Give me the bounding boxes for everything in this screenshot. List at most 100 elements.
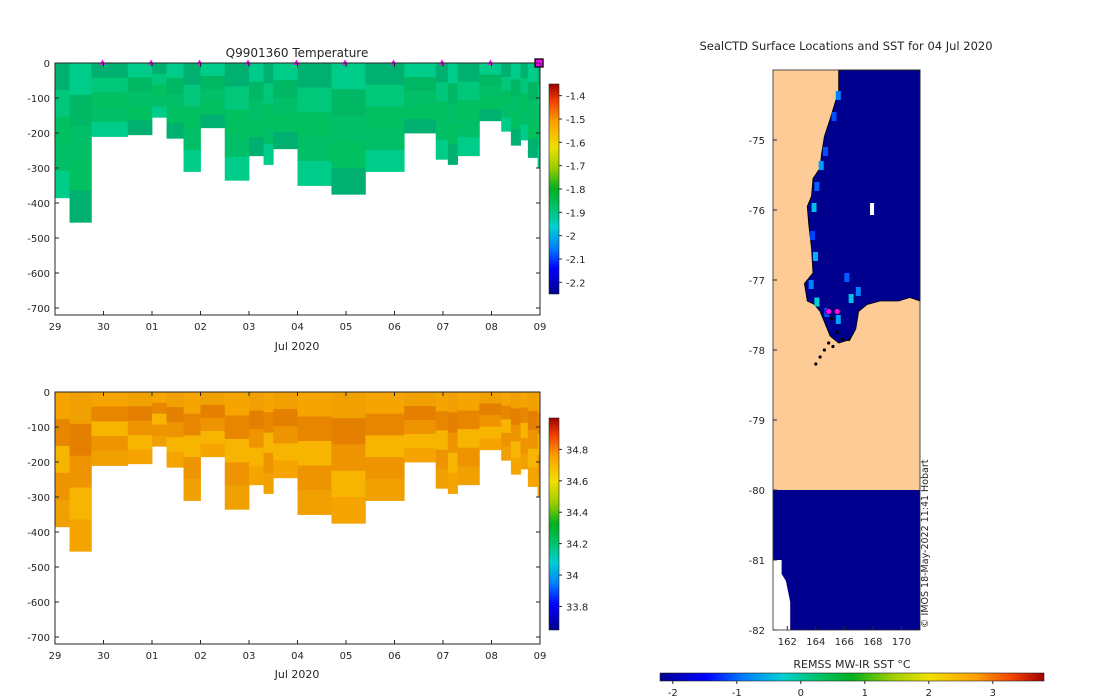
y-tick-label: -700	[27, 633, 50, 644]
map-title: SealCTD Surface Locations and SST for 04…	[699, 39, 992, 53]
y-tick-label: -100	[27, 423, 50, 434]
profile-cell	[200, 101, 226, 116]
colorbar-tick-label: -2	[566, 232, 576, 243]
y-tick-label: -500	[27, 563, 50, 574]
x-tick-label: 05	[340, 651, 353, 662]
profile-cell	[447, 83, 458, 104]
profile-cell	[297, 392, 332, 417]
profile-cell	[479, 63, 502, 75]
profile-cell	[501, 405, 512, 420]
profile-cell	[457, 63, 480, 82]
profile-cell	[183, 63, 201, 86]
x-tick-label: 09	[534, 651, 547, 662]
profile-cell	[224, 86, 250, 111]
profile-cell	[127, 120, 153, 136]
profile-cell	[127, 449, 153, 465]
profile-cell	[510, 95, 521, 113]
profile-cell	[263, 473, 274, 494]
track-point	[841, 337, 845, 342]
profile-cell	[510, 441, 521, 459]
profile-marker	[293, 59, 300, 65]
profile-cell	[249, 410, 264, 430]
ross-sea	[803, 69, 921, 344]
x-tick-label: 09	[534, 322, 547, 333]
sst-cell	[835, 91, 841, 100]
colorbar-tick-label: -2.1	[566, 255, 586, 266]
salinity-y-axis: 0 -100 -200 -300 -400 -500 -600 -700	[27, 388, 540, 644]
profile-cell	[224, 392, 250, 416]
profile-cell	[537, 63, 541, 85]
profile-cell	[273, 97, 298, 115]
profile-cell	[224, 156, 250, 181]
profile-cell	[91, 436, 129, 452]
profile-cell	[331, 470, 366, 498]
profile-cell	[166, 437, 184, 453]
profile-cell	[331, 497, 366, 524]
x-tick-label: 01	[146, 322, 159, 333]
sst-cell	[811, 203, 817, 212]
profile-cell	[224, 63, 250, 87]
profile-cell	[457, 410, 480, 430]
profile-cell	[152, 402, 167, 415]
profile-cell	[365, 84, 405, 107]
colorbar-tick-label: 33.8	[566, 602, 588, 613]
sst-cell	[810, 231, 816, 240]
profile-cell	[404, 420, 437, 435]
profile-cell	[435, 101, 449, 122]
profile-cell	[527, 410, 538, 431]
profile-cell	[166, 63, 184, 79]
profile-cell	[435, 140, 449, 160]
profile-cell	[152, 413, 167, 425]
profile-cell	[183, 478, 201, 501]
x-tick-label: 06	[388, 322, 401, 333]
profile-cell	[527, 392, 538, 412]
x-tick-label: 30	[97, 322, 110, 333]
profile-cell	[457, 429, 480, 449]
profile-cell	[331, 115, 366, 143]
profile-cell	[273, 63, 298, 81]
profile-cell	[479, 109, 502, 122]
colorbar-tick-label: -1.8	[566, 185, 586, 196]
profile-marker	[487, 59, 494, 65]
profile-cell	[501, 76, 512, 91]
profile-cell	[457, 466, 480, 486]
profile-cell	[152, 435, 167, 447]
profile-marker	[390, 59, 397, 65]
profile-cell	[249, 100, 264, 120]
profile-cell	[331, 63, 366, 90]
profile-cell	[69, 126, 92, 159]
profile-cell	[435, 411, 449, 431]
profile-cell	[537, 476, 541, 498]
lat-tick-label: -78	[749, 346, 765, 357]
salinity-panel: 0 -100 -200 -300 -400 -500 -600 -700 29 30 01 02 03…	[27, 388, 588, 681]
salinity-colorbar	[548, 417, 560, 631]
map-lon-axis: 162 164 166 168 170	[778, 626, 911, 648]
x-tick-label: 30	[97, 651, 110, 662]
profile-cell	[501, 90, 512, 105]
profile-cell	[127, 435, 153, 450]
profile-cell	[331, 444, 366, 472]
profile-cell	[447, 392, 458, 413]
colorbar-tick-label: -1.6	[566, 138, 586, 149]
profile-cell	[263, 103, 274, 125]
colorbar-tick-label: -1.5	[566, 115, 586, 126]
lat-tick-label: -75	[749, 136, 765, 147]
profile-cell	[404, 63, 437, 78]
profile-cell	[263, 412, 274, 433]
profile-cell	[55, 472, 70, 501]
profile-cell	[152, 95, 167, 107]
profile-cell	[331, 89, 366, 116]
profile-cell	[365, 478, 405, 501]
profile-cell	[520, 78, 529, 95]
sst-cell	[822, 147, 828, 156]
current-position	[825, 308, 832, 315]
colorbar-tick-label: 34.4	[566, 508, 588, 519]
profile-cell	[224, 438, 250, 463]
profile-cell	[331, 392, 366, 419]
profile-cell	[200, 88, 226, 103]
profile-cell	[200, 404, 226, 419]
temperature-colorbar-ticks: -1.4 -1.5 -1.6 -1.7 -1.8 -1.9 -2 -2.1 -2.2	[559, 92, 586, 289]
y-tick-label: -600	[27, 269, 50, 280]
profile-cell	[435, 82, 449, 102]
profile-cell	[200, 63, 226, 77]
